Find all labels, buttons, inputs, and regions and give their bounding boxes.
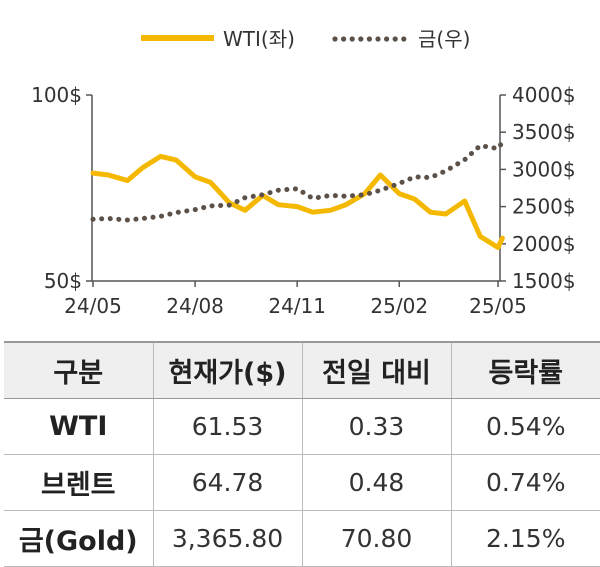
legend-gold-label: 금(우) [418,27,470,51]
change-cell: 0.48 [301,454,451,511]
table-row-gold: 금(Gold) 3,365.80 70.80 2.15% [4,510,600,567]
row-label: WTI [4,398,153,455]
price-table-wrapper: 구분 현재가($) 전일 대비 등락률 WTI 61.53 0.33 0.54%… [4,341,600,567]
current-price-cell: 64.78 [152,454,302,511]
change-cell: 0.33 [301,398,451,455]
header-category: 구분 [4,341,153,399]
y-left-tick-label: 100$ [31,83,82,107]
legend-gold-swatch-dot [384,36,390,42]
legend-gold-swatch-dot [366,36,372,42]
y-right-tick-label: 3000$ [512,157,576,181]
current-price-cell: 61.53 [152,398,302,455]
price-table: 구분 현재가($) 전일 대비 등락률 WTI 61.53 0.33 0.54%… [4,341,600,567]
legend-gold-swatch-dot [349,36,355,42]
legend-gold-swatch-dot [341,36,347,42]
current-price-cell: 3,365.80 [152,510,302,567]
x-tick-label: 24/08 [166,294,224,318]
y-right-tick-label: 2000$ [512,232,576,256]
y-right-tick-label: 1500$ [512,269,576,293]
change-cell: 70.80 [301,510,451,567]
y-right-tick-label: 3500$ [512,120,576,144]
chart: WTI(좌) 금(우) 100$ 50$ 4000$ 3500$ 3000$ 2500$ 200… [31,27,576,318]
change-rate-cell: 0.54% [450,398,600,455]
y-right-tick-label: 4000$ [512,83,576,107]
x-tick-label: 24/11 [268,294,326,318]
legend-gold-swatch-dot [375,36,381,42]
chart-svg: WTI(좌) 금(우) 100$ 50$ 4000$ 3500$ 3000$ 2500$ 200… [31,27,576,318]
change-rate-cell: 2.15% [450,510,600,567]
header-change: 전일 대비 [301,341,451,399]
y-left-tick-label: 50$ [44,269,82,293]
y-right-tick-label: 2500$ [512,195,576,219]
wti-series-line [90,153,505,250]
x-tick-label: 25/05 [469,294,527,318]
legend-gold-swatch-dot [358,36,364,42]
row-label: 금(Gold) [4,510,153,567]
row-label: 브렌트 [4,454,153,511]
table-header-row: 구분 현재가($) 전일 대비 등락률 [4,341,600,399]
header-current-price: 현재가($) [152,341,302,399]
x-tick-label: 25/02 [370,294,428,318]
legend-gold-swatch-dot [392,36,398,42]
legend-gold-swatch-dot [401,36,407,42]
table-row-wti: WTI 61.53 0.33 0.54% [4,398,600,455]
table-row-brent: 브렌트 64.78 0.48 0.74% [4,454,600,511]
legend-wti-label: WTI(좌) [223,27,295,51]
gold-series-line [90,139,505,223]
chart-legend: WTI(좌) 금(우) [141,27,470,51]
x-tick-label: 24/05 [64,294,122,318]
change-rate-cell: 0.74% [450,454,600,511]
header-change-rate: 등락률 [450,341,600,399]
legend-gold-swatch-dot [332,36,338,42]
